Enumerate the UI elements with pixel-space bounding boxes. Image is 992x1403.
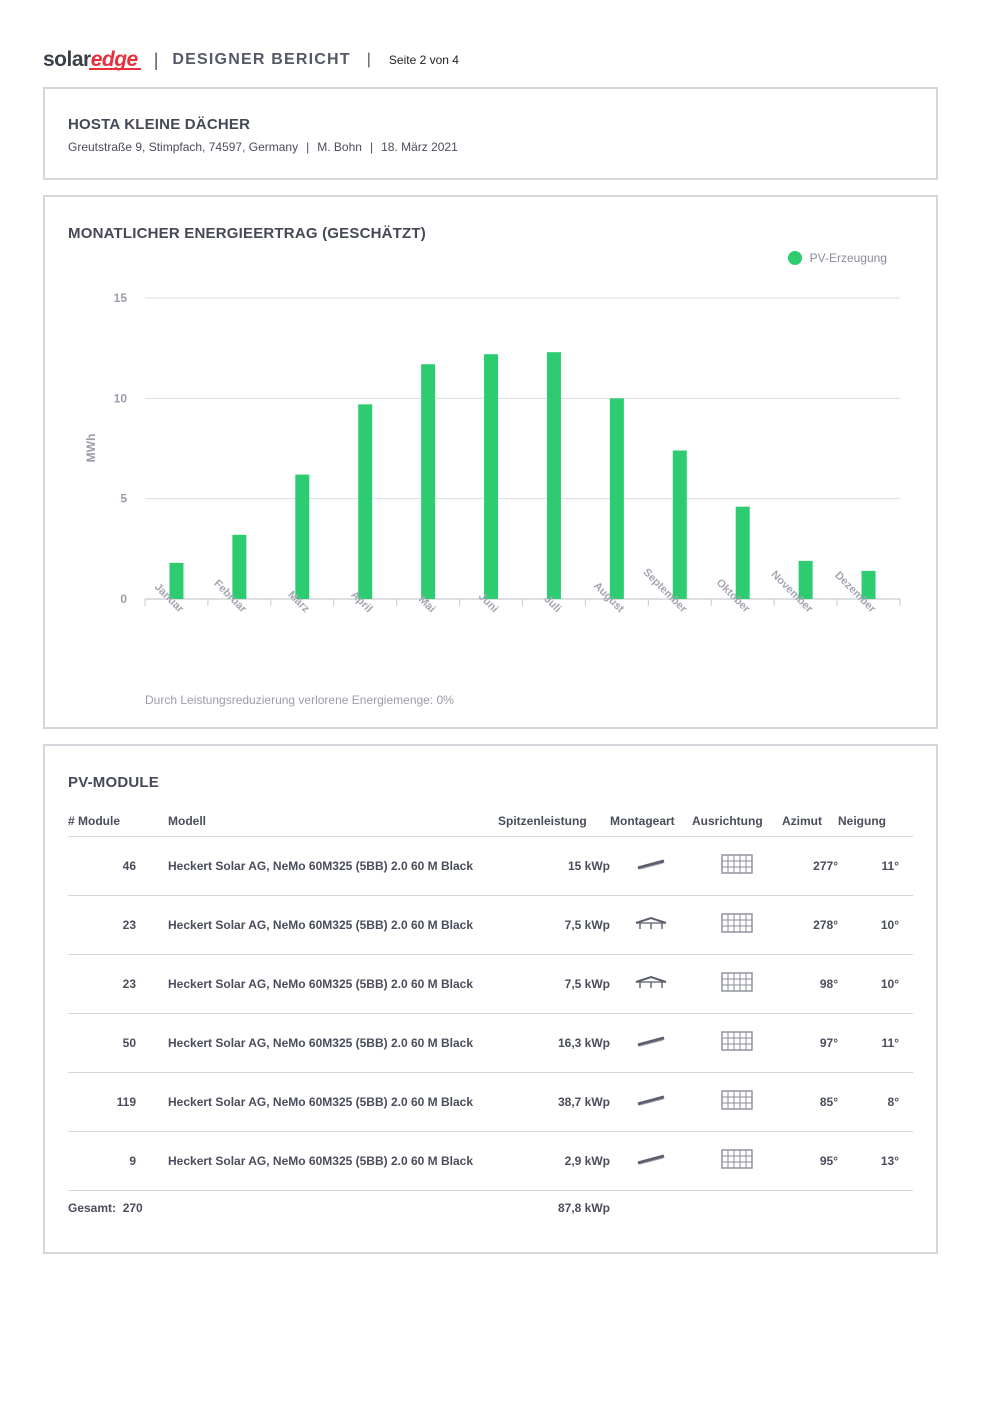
pv-modules-title: PV-MODULE [68,774,159,791]
bar-september [672,450,687,599]
bar-märz [295,474,310,599]
cell-count: 9 [68,1131,168,1191]
col-azimuth: Azimut [782,806,838,837]
pv-modules-table: # Module Modell Spitzenleistung Montagea… [68,806,913,1226]
landscape-grid-icon [721,1090,753,1113]
bar-oktober [735,506,750,599]
report-header: solaredge | DESIGNER BERICHT | Seite 2 v… [43,44,459,76]
solaredge-logo: solaredge [43,48,138,71]
cell-peak: 16,3 kWp [498,1013,610,1073]
cell-model: Heckert Solar AG, NeMo 60M325 (5BB) 2.0 … [168,954,498,1014]
header-separator: | [153,49,159,70]
cell-azimuth: 85° [782,1072,838,1132]
project-date: 18. März 2021 [381,140,458,154]
energy-chart-panel: MONATLICHER ENERGIEERTRAG (GESCHÄTZT) PV… [43,195,938,729]
col-mount: Montageart [610,806,692,837]
report-title: DESIGNER BERICHT [172,51,351,68]
cell-tilt: 11° [838,836,913,896]
cell-tilt: 10° [838,895,913,955]
cell-count: 23 [68,895,168,955]
landscape-grid-icon [721,1149,753,1172]
project-address: Greutstraße 9, Stimpfach, 74597, Germany [68,140,299,154]
bar-februar [232,534,247,599]
cell-tilt: 8° [838,1072,913,1132]
cell-peak: 7,5 kWp [498,895,610,955]
y-tick-label: 15 [114,291,128,305]
total-count: 270 [122,1201,143,1216]
total-peak: 87,8 kWp [557,1201,610,1216]
cell-model: Heckert Solar AG, NeMo 60M325 (5BB) 2.0 … [168,1072,498,1132]
col-tilt: Neigung [838,806,913,837]
cell-count: 50 [68,1013,168,1073]
bar-november [798,560,813,599]
bar-april [358,404,373,599]
project-info: Greutstraße 9, Stimpfach, 74597, Germany… [68,140,458,154]
table-header-row: # Module Modell Spitzenleistung Montagea… [68,806,913,837]
y-axis-label: MWh [84,434,98,463]
y-tick-label: 5 [120,492,127,506]
cell-azimuth: 98° [782,954,838,1014]
landscape-grid-icon [721,913,753,936]
energy-chart-title: MONATLICHER ENERGIEERTRAG (GESCHÄTZT) [68,225,426,242]
project-title: HOSTA KLEINE DÄCHER [68,116,251,133]
header-separator: | [366,51,371,68]
cell-azimuth: 97° [782,1013,838,1073]
table-row: 9 Heckert Solar AG, NeMo 60M325 (5BB) 2.0… [68,1131,913,1191]
table-total-row: Gesamt: 270 87,8 kWp [68,1190,913,1226]
y-tick-label: 10 [114,391,128,405]
col-orientation: Ausrichtung [692,806,782,837]
bar-januar [169,562,184,599]
col-model: Modell [168,806,498,837]
cell-count: 46 [68,836,168,896]
cell-model: Heckert Solar AG, NeMo 60M325 (5BB) 2.0 … [168,1131,498,1191]
cell-count: 23 [68,954,168,1014]
col-peak: Spitzenleistung [498,806,610,837]
table-row: 23 Heckert Solar AG, NeMo 60M325 (5BB) 2.… [68,954,913,1014]
bar-dezember [861,570,876,599]
cell-model: Heckert Solar AG, NeMo 60M325 (5BB) 2.0 … [168,895,498,955]
cell-model: Heckert Solar AG, NeMo 60M325 (5BB) 2.0 … [168,836,498,896]
page-number: Seite 2 von 4 [388,53,459,67]
cell-peak: 38,7 kWp [498,1072,610,1132]
loss-note: Durch Leistungsreduzierung verlorene Ene… [145,693,454,707]
cell-count: 119 [68,1072,168,1132]
legend-dot [787,251,802,265]
bar-juli [546,352,561,599]
flat-mount-icon [636,1034,666,1051]
y-tick-label: 0 [120,592,127,606]
bar-juni [484,354,499,599]
cell-tilt: 10° [838,954,913,1014]
cell-azimuth: 278° [782,895,838,955]
flat-mount-icon [636,1152,666,1169]
flat-mount-icon [636,1093,666,1110]
flat-mount-icon [636,857,666,874]
cell-peak: 7,5 kWp [498,954,610,1014]
col-count: # Module [68,806,168,837]
cell-model: Heckert Solar AG, NeMo 60M325 (5BB) 2.0 … [168,1013,498,1073]
cell-azimuth: 95° [782,1131,838,1191]
project-panel: HOSTA KLEINE DÄCHER Greutstraße 9, Stimp… [43,87,938,180]
east-west-mount-icon [633,915,669,934]
cell-peak: 2,9 kWp [498,1131,610,1191]
landscape-grid-icon [721,1031,753,1054]
table-row: 50 Heckert Solar AG, NeMo 60M325 (5BB) 2.… [68,1013,913,1073]
table-row: 119 Heckert Solar AG, NeMo 60M325 (5BB) 2… [68,1072,913,1132]
landscape-grid-icon [721,854,753,877]
cell-azimuth: 277° [782,836,838,896]
cell-tilt: 13° [838,1131,913,1191]
cell-peak: 15 kWp [498,836,610,896]
bar-august [609,398,624,599]
total-label: Gesamt: [68,1201,117,1216]
pv-modules-panel: PV-MODULE # Module Modell Spitzenleistun… [43,744,938,1254]
bar-mai [421,364,436,599]
cell-tilt: 11° [838,1013,913,1073]
table-row: 46 Heckert Solar AG, NeMo 60M325 (5BB) 2.… [68,836,913,896]
landscape-grid-icon [721,972,753,995]
project-author: M. Bohn [317,140,362,154]
legend-label: PV-Erzeugung [809,251,887,265]
east-west-mount-icon [633,974,669,993]
chart-legend: PV-Erzeugung [787,251,887,265]
table-row: 23 Heckert Solar AG, NeMo 60M325 (5BB) 2.… [68,895,913,955]
